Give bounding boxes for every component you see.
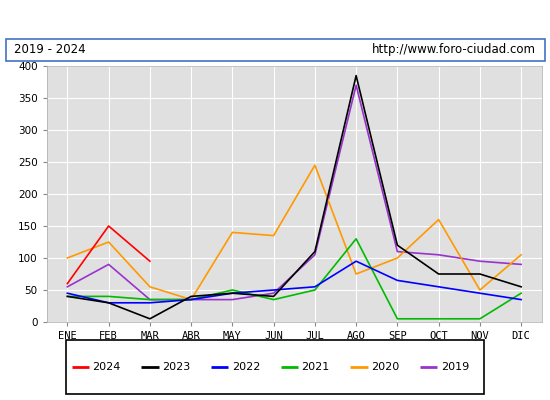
Text: 2022: 2022 bbox=[232, 362, 260, 372]
Text: 2019: 2019 bbox=[441, 362, 469, 372]
Text: 2019 - 2024: 2019 - 2024 bbox=[14, 43, 85, 56]
Text: http://www.foro-ciudad.com: http://www.foro-ciudad.com bbox=[372, 43, 536, 56]
Text: 2021: 2021 bbox=[301, 362, 329, 372]
Text: 2020: 2020 bbox=[371, 362, 399, 372]
Text: Evolucion Nº Turistas Nacionales en el municipio de Alicún de Ortega: Evolucion Nº Turistas Nacionales en el m… bbox=[22, 11, 528, 27]
Text: 2023: 2023 bbox=[162, 362, 190, 372]
Text: 2024: 2024 bbox=[92, 362, 121, 372]
